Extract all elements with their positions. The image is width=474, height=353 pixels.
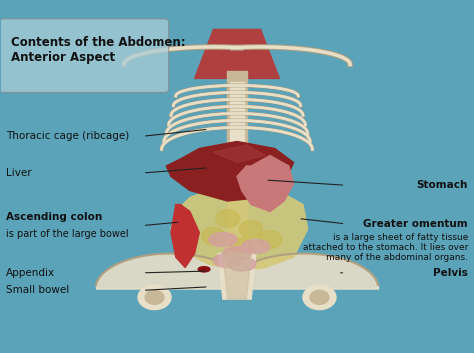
- Text: Stomach: Stomach: [417, 180, 468, 190]
- Circle shape: [303, 285, 336, 310]
- Polygon shape: [213, 145, 265, 162]
- Polygon shape: [195, 29, 279, 78]
- Circle shape: [216, 210, 239, 227]
- Text: is a large sheet of fatty tissue
attached to the stomach. It lies over
many of t: is a large sheet of fatty tissue attache…: [302, 233, 468, 262]
- Circle shape: [258, 231, 282, 248]
- Polygon shape: [237, 155, 293, 211]
- Text: is part of the large bowel: is part of the large bowel: [6, 229, 129, 239]
- Ellipse shape: [209, 233, 237, 246]
- Polygon shape: [171, 204, 199, 268]
- Text: Ascending colon: Ascending colon: [6, 212, 102, 222]
- Circle shape: [138, 285, 171, 310]
- Text: Liver: Liver: [6, 168, 32, 178]
- Circle shape: [230, 238, 254, 255]
- Bar: [230, 82, 244, 194]
- Ellipse shape: [198, 267, 210, 272]
- FancyBboxPatch shape: [0, 19, 169, 92]
- Ellipse shape: [242, 240, 270, 253]
- Polygon shape: [171, 187, 308, 271]
- Ellipse shape: [213, 253, 242, 268]
- Text: Appendix: Appendix: [6, 268, 55, 278]
- Text: Thoracic cage (ribcage): Thoracic cage (ribcage): [6, 131, 129, 141]
- Circle shape: [310, 290, 329, 304]
- Polygon shape: [218, 253, 256, 299]
- Text: Greater omentum: Greater omentum: [363, 219, 468, 229]
- Ellipse shape: [223, 246, 251, 261]
- Circle shape: [145, 290, 164, 304]
- Polygon shape: [166, 142, 293, 201]
- Ellipse shape: [228, 257, 256, 271]
- Text: Contents of the Abdomen:
Anterior Aspect: Contents of the Abdomen: Anterior Aspect: [11, 36, 185, 64]
- Polygon shape: [223, 253, 251, 299]
- Circle shape: [201, 227, 225, 245]
- Bar: [227, 71, 247, 288]
- Text: Pelvis: Pelvis: [433, 268, 468, 278]
- Circle shape: [239, 220, 263, 238]
- Text: Small bowel: Small bowel: [6, 285, 69, 295]
